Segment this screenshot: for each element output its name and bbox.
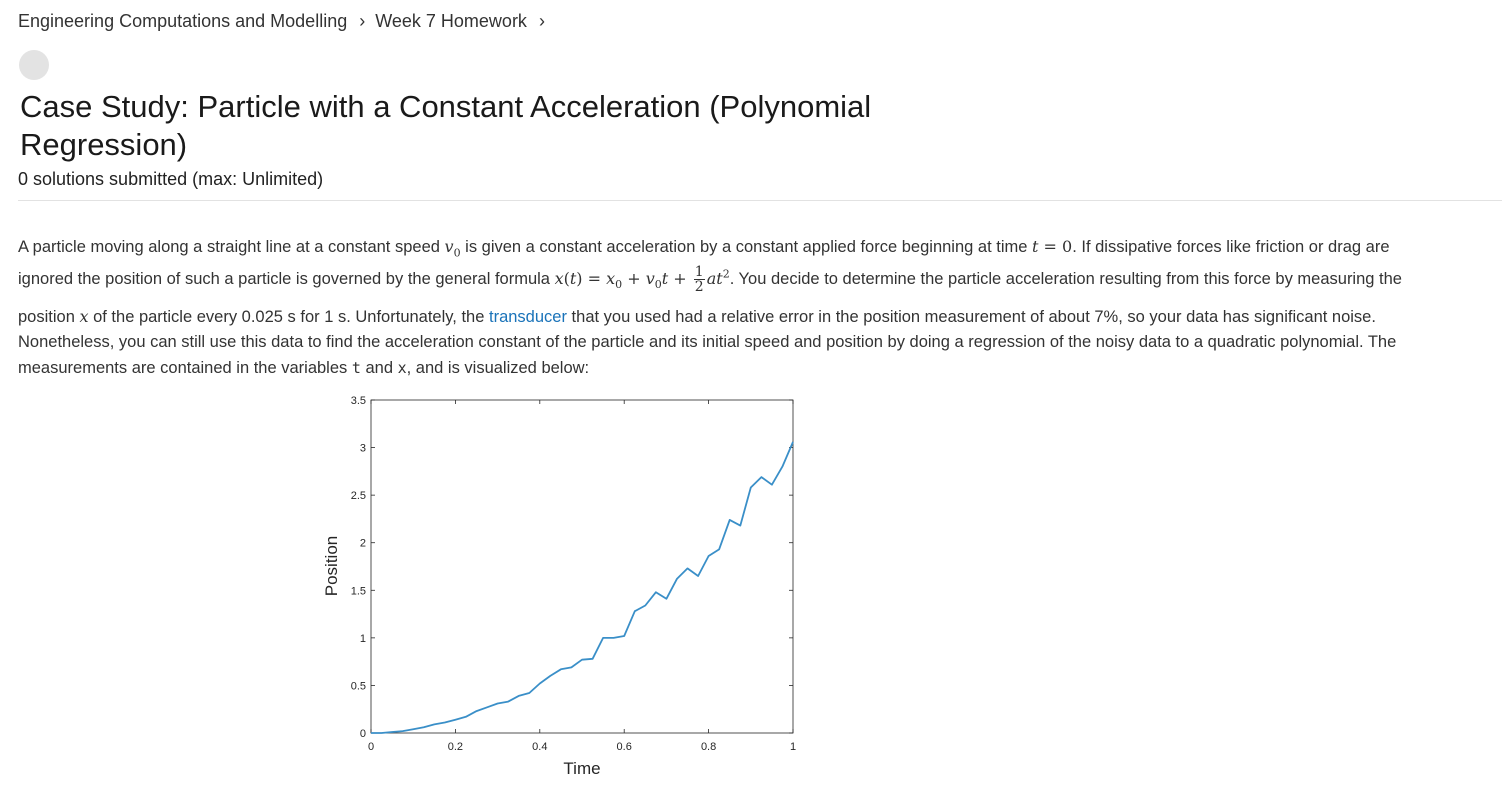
plot-frame [370, 399, 794, 734]
description-line-1: A particle moving along a straight line … [18, 237, 1390, 260]
y-tick-label: 2.5 [351, 490, 366, 502]
y-tick-label: 3 [360, 443, 366, 455]
x-axis-label: Time [563, 759, 600, 778]
y-tick-label: 1.5 [351, 585, 366, 597]
y-tick-label: 0 [360, 728, 366, 740]
avatar[interactable] [19, 50, 49, 80]
breadcrumb-course-link[interactable]: Engineering Computations and Modelling [18, 11, 348, 31]
x-tick-label: 0 [368, 741, 374, 753]
divider [18, 200, 1502, 201]
description-line-4: Nonetheless, you can still use this data… [18, 333, 1397, 351]
x-tick-label: 0.8 [701, 741, 716, 753]
description-line-3: position x of the particle every 0.025 s… [18, 307, 1376, 326]
y-tick-label: 2 [360, 538, 366, 550]
breadcrumb: Engineering Computations and Modelling › W… [18, 11, 555, 32]
position-time-chart: 0 0.2 0.4 0.6 0.8 1 0 0.5 1 1.5 2 2.5 3 3.5 Time Pos… [322, 395, 796, 778]
transducer-link[interactable]: transducer [489, 308, 567, 326]
x-tick-label: 0.6 [617, 741, 632, 753]
breadcrumb-week-link[interactable]: Week 7 Homework [375, 11, 527, 31]
description-line-2: ignored the position of such a particle … [18, 264, 1402, 295]
page-title: Case Study: Particle with a Constant Acc… [20, 89, 872, 162]
chevron-right-icon: › [359, 11, 366, 31]
y-tick-label: 1 [360, 633, 366, 645]
series-line [371, 441, 794, 734]
y-axis-label: Position [322, 536, 341, 596]
y-tick-label: 3.5 [351, 395, 366, 407]
submissions-count: 0 solutions submitted (max: Unlimited) [18, 169, 324, 189]
chevron-right-icon[interactable]: › [538, 11, 545, 31]
y-tick-label: 0.5 [351, 680, 366, 692]
x-tick-label: 1 [790, 741, 796, 753]
x-tick-label: 0.2 [448, 741, 463, 753]
x-tick-label: 0.4 [532, 741, 547, 753]
description-line-5: measurements are contained in the variab… [18, 359, 590, 377]
